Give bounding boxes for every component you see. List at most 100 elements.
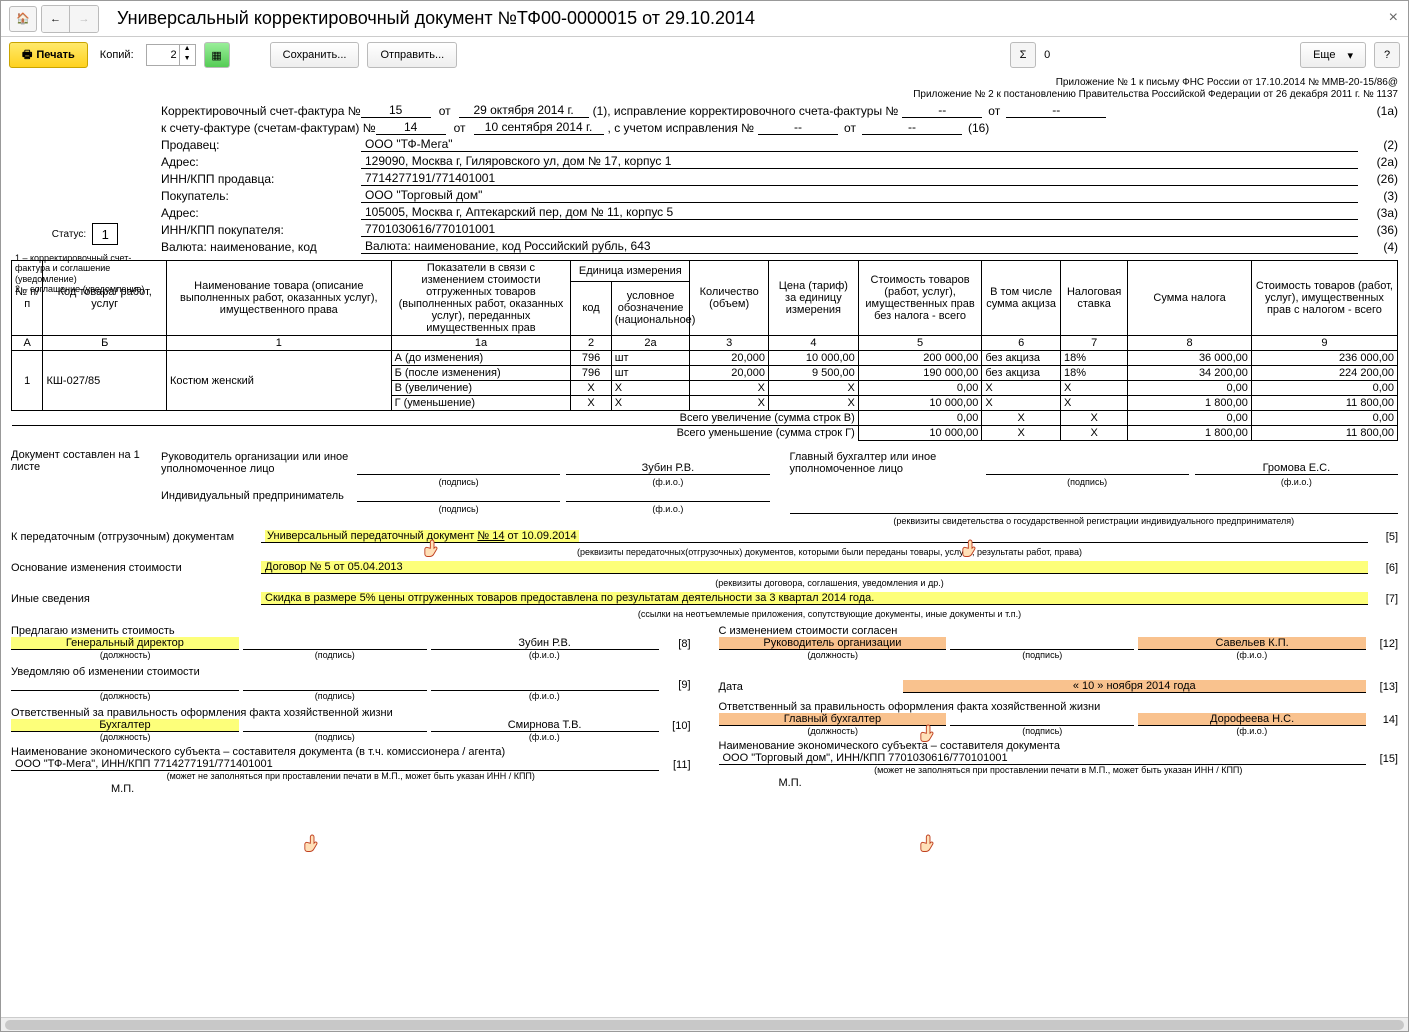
r5-hint: (реквизиты передаточных(отгрузочных) док… [261, 547, 1398, 557]
sub-sign-r2: (подпись) [951, 726, 1134, 736]
ip-sign [357, 489, 560, 502]
r5-code: [5] [1368, 531, 1398, 543]
table-button[interactable]: ▦ [204, 42, 230, 68]
sub-sign-r1: (подпись) [951, 650, 1134, 660]
sub-sign-l1: (подпись) [243, 650, 426, 660]
code-15: [15] [1370, 753, 1398, 765]
colnum: 6 [982, 336, 1061, 351]
right-resp: Ответственный за правильность оформления… [719, 701, 1399, 713]
th-tax: Сумма налога [1128, 261, 1252, 336]
right-econ-val: ООО "Торговый дом", ИНН/КПП 7701030616/7… [719, 752, 1367, 765]
spin-up[interactable]: ▲ [179, 45, 195, 55]
ref-7: Иные сведения Скидка в размере 5% цены о… [11, 592, 1398, 605]
copies-input[interactable] [147, 49, 179, 61]
sub-fio-2: (ф.и.о.) [566, 504, 769, 514]
status-label: Статус: [52, 229, 86, 240]
sigma-button[interactable]: Σ [1010, 42, 1036, 68]
r7-val: Скидка в размере 5% цены отгруженных тов… [261, 592, 1368, 605]
ip-fio [566, 489, 769, 502]
table-total-row: Всего увеличение (сумма строк В)0,00ХХ0,… [12, 411, 1398, 426]
sub-fio-l3: (ф.и.о.) [430, 732, 658, 742]
hdr2-code: (16) [962, 121, 995, 135]
accountant-fio: Громова Е.С. [1195, 462, 1398, 475]
forward-button[interactable]: → [70, 6, 98, 32]
status-legend: 1 – корректировочный счет-фактура и согл… [15, 253, 155, 294]
copies-spinner[interactable]: ▲▼ [146, 44, 196, 66]
r7-label: Иные сведения [11, 593, 261, 605]
right-mp-hint: (может не заполняться при проставлении п… [719, 765, 1399, 775]
colnum: Б [43, 336, 167, 351]
close-button[interactable]: × [1389, 9, 1398, 27]
hdr1-from2: от [982, 104, 1006, 118]
sub-fio-1: (ф.и.о.) [566, 477, 769, 487]
right-pos1: Руководитель организации [719, 637, 947, 650]
hdr2-from2: от [838, 121, 862, 135]
left-pos1: Генеральный директор [11, 637, 239, 650]
party-value: 7701030616/770101001 [361, 222, 1358, 237]
items-table: № п/п Код товара/ работ, услуг Наименова… [11, 260, 1398, 441]
scrollbar-horizontal[interactable] [1, 1017, 1408, 1031]
print-button[interactable]: 🖶 Печать [9, 42, 88, 68]
sigma-value: 0 [1044, 49, 1104, 61]
more-label: Еще [1313, 49, 1335, 61]
colnum: 8 [1128, 336, 1252, 351]
party-code: (26) [1358, 172, 1398, 186]
ref-5: К передаточным (отгрузочным) документам … [11, 530, 1398, 543]
left-pos2: Бухгалтер [11, 719, 239, 732]
titlebar: 🏠 ← → Универсальный корректировочный док… [1, 1, 1408, 37]
colnum: 7 [1060, 336, 1127, 351]
r6-label: Основание изменения стоимости [11, 562, 261, 574]
party-label: Адрес: [161, 155, 361, 169]
doc-sheets: Документ составлен на 1 листе [11, 449, 161, 526]
print-label: Печать [36, 49, 74, 61]
help-button[interactable]: ? [1374, 42, 1400, 68]
party-code: (36) [1358, 223, 1398, 237]
left-mp: М.П. [111, 783, 691, 795]
left-resp: Ответственный за правильность оформления… [11, 707, 691, 719]
back-button[interactable]: ← [42, 6, 70, 32]
send-button[interactable]: Отправить... [367, 42, 457, 68]
more-button[interactable]: Еще ▾ [1300, 42, 1366, 68]
left-econ-val: ООО "ТФ-Мега", ИНН/КПП 7714277191/771401… [11, 758, 659, 771]
document-content: Приложение № 1 к письму ФНС России от 17… [1, 73, 1408, 1017]
sub-fio-l2: (ф.и.о.) [430, 691, 658, 701]
parties-block: Продавец:ООО "ТФ-Мега"(2)Адрес:129090, М… [161, 137, 1398, 254]
ip-label: Индивидуальный предприниматель [161, 490, 351, 502]
left-sign1 [243, 637, 427, 650]
save-button[interactable]: Сохранить... [270, 42, 360, 68]
colnum: 5 [858, 336, 982, 351]
hdr2-d2: -- [862, 120, 962, 135]
th-total: Стоимость товаров (работ, услуг), имущес… [1251, 261, 1397, 336]
hdr2-label: к счету-фактуре (счетам-фактурам) № [161, 121, 376, 135]
th-qty: Количество (объем) [690, 261, 769, 336]
hdr2-from: от [446, 121, 474, 135]
party-label: Покупатель: [161, 189, 361, 203]
party-value: ООО "ТФ-Мега" [361, 137, 1358, 152]
hdr2-date: 10 сентября 2014 г. [474, 120, 604, 135]
sub-req: (реквизиты свидетельства о государственн… [790, 516, 1399, 526]
table-total-row: Всего уменьшение (сумма строк Г)10 000,0… [12, 426, 1398, 441]
home-button[interactable]: 🏠 [9, 6, 37, 32]
party-code: (2) [1358, 138, 1398, 152]
th-unit: Единица измерения [571, 261, 690, 282]
sub-fio-3: (ф.и.о.) [1195, 477, 1398, 487]
sub-sign-2: (подпись) [357, 504, 560, 514]
sub-pos-l2: (должность) [11, 691, 239, 701]
sub-pos-l3: (должность) [11, 732, 239, 742]
code-11: [11] [663, 759, 691, 771]
date-val: « 10 » ноября 2014 года [903, 680, 1367, 693]
colnum: 9 [1251, 336, 1397, 351]
propose-label: Предлагаю изменить стоимость [11, 625, 691, 637]
left-col: Предлагаю изменить стоимость Генеральный… [11, 625, 691, 795]
appendix-1: Приложение № 1 к письму ФНС России от 17… [11, 77, 1398, 89]
right-mp: М.П. [779, 777, 1399, 789]
colnum: 2 [571, 336, 611, 351]
nav-group: ← → [41, 5, 99, 33]
code-8: [8] [663, 638, 691, 650]
r6-val: Договор № 5 от 05.04.2013 [261, 561, 1368, 574]
spin-down[interactable]: ▼ [179, 55, 195, 65]
colnum: 3 [690, 336, 769, 351]
toolbar: 🖶 Печать Копий: ▲▼ ▦ Сохранить... Отправ… [1, 37, 1408, 73]
party-label: Продавец: [161, 138, 361, 152]
code-9: [9] [663, 679, 691, 691]
